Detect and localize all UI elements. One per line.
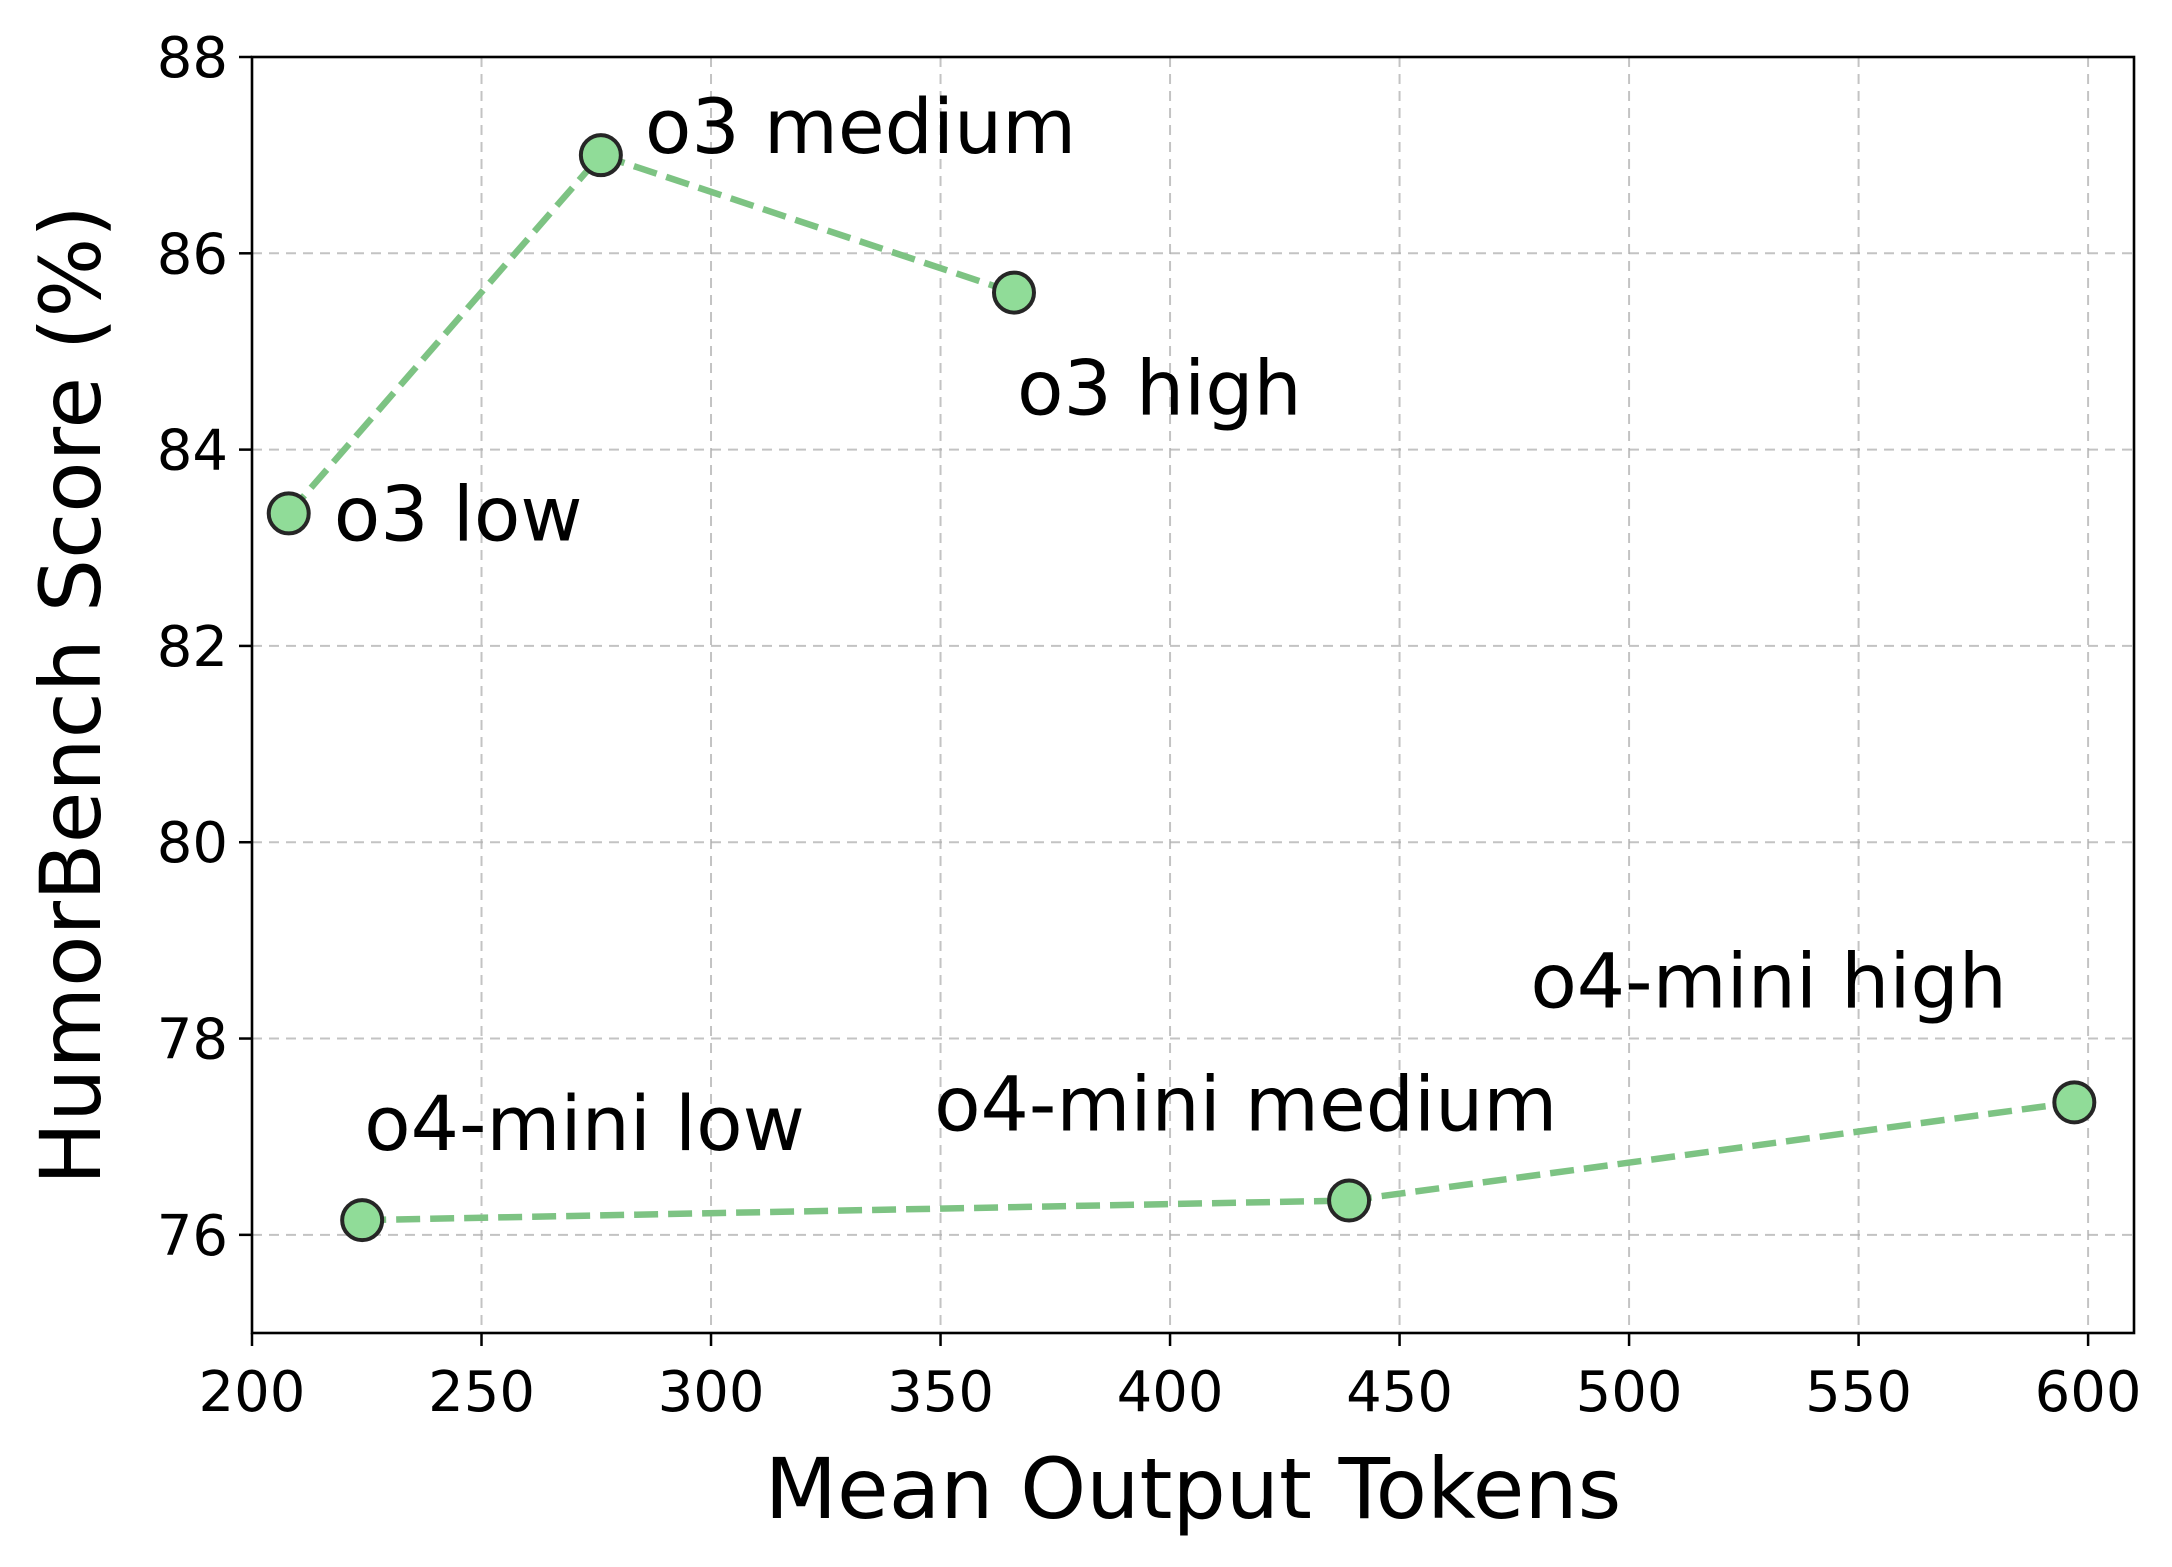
data-point-marker [1327,1178,1372,1223]
y-tick-label: 78 [157,1008,228,1073]
data-point-marker [266,491,311,536]
x-tick-label: 200 [199,1360,306,1425]
y-tick-label: 88 [157,26,228,91]
x-axis-title: Mean Output Tokens [765,1440,1622,1538]
data-point-label: o3 high [1017,344,1302,433]
y-tick-label: 86 [157,222,228,287]
x-tick-label: 550 [1805,1360,1912,1425]
x-tick-label: 450 [1346,1360,1453,1425]
data-point-marker [578,133,623,178]
data-point-label: o4-mini low [364,1079,805,1168]
data-point-marker [340,1198,385,1243]
x-tick-label: 500 [1576,1360,1683,1425]
data-point-marker [991,270,1036,315]
data-point-label: o4-mini medium [934,1059,1557,1148]
x-tick-label: 400 [1117,1360,1224,1425]
tick-layer: 200 250 300 350 400 450 500 550 600 76 78 80 82 84 86 8… [157,26,2142,1425]
y-tick-label: 80 [157,811,228,876]
x-tick-label: 250 [428,1360,535,1425]
data-point-marker [2052,1080,2097,1125]
series-line-1 [286,151,1016,516]
data-point-label: o3 medium [645,82,1076,171]
data-point-label: o4-mini high [1530,936,2007,1025]
y-tick-label: 82 [157,615,228,680]
x-tick-label: 300 [658,1360,765,1425]
label-layer: o3 low o3 medium o3 high o4-mini low o4-mini… [334,82,2007,1168]
x-tick-label: 600 [2035,1360,2142,1425]
grid-layer [251,56,2134,1333]
y-axis-title: HumorBench Score (%) [22,205,120,1185]
series-layer [266,133,2097,1243]
y-tick-label: 76 [157,1204,228,1269]
data-point-label: o3 low [334,469,583,558]
y-tick-label: 84 [157,419,228,484]
plot-frame [250,55,2136,1335]
x-tick-label: 350 [887,1360,994,1425]
